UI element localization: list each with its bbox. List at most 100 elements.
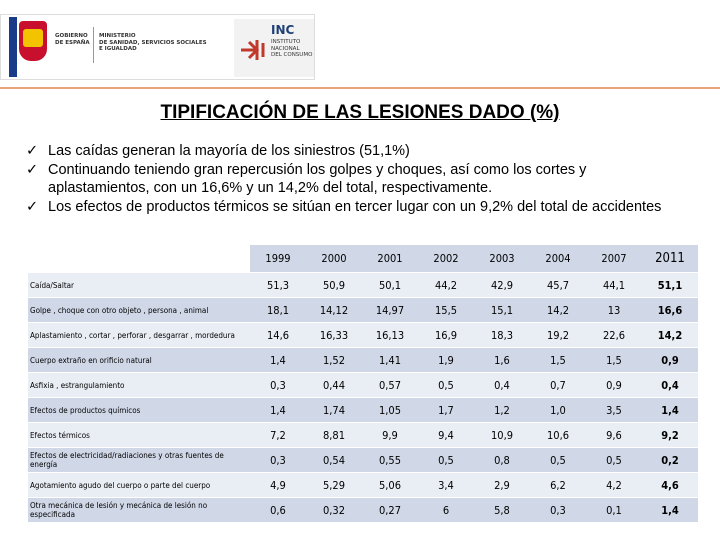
cell: 0,9	[642, 348, 698, 372]
cell: 44,2	[418, 273, 474, 297]
row-label: Efectos de electricidad/radiaciones y ot…	[28, 448, 250, 472]
cell: 44,1	[586, 273, 642, 297]
cell: 50,9	[306, 273, 362, 297]
government-text: GOBIERNO DE ESPAÑA	[55, 33, 90, 46]
cell: 1,4	[642, 398, 698, 422]
bullet: Continuando teniendo gran repercusión lo…	[26, 161, 666, 198]
cell: 3,4	[418, 473, 474, 497]
cell: 14,97	[362, 298, 418, 322]
table-row: Cuerpo extraño en orificio natural 1,4 1,5…	[28, 348, 698, 372]
row-label: Aplastamiento , cortar , perforar , desg…	[28, 323, 250, 347]
cell: 0,57	[362, 373, 418, 397]
cell: 22,6	[586, 323, 642, 347]
cell: 1,6	[474, 348, 530, 372]
cell: 1,5	[586, 348, 642, 372]
bullet: Las caídas generan la mayoría de los sin…	[26, 142, 666, 161]
column-header: 2000	[306, 245, 362, 272]
cell: 1,4	[250, 398, 306, 422]
cell: 4,6	[642, 473, 698, 497]
cell: 0,5	[530, 448, 586, 472]
column-header: 2002	[418, 245, 474, 272]
row-label: Agotamiento agudo del cuerpo o parte del…	[28, 473, 250, 497]
cell: 19,2	[530, 323, 586, 347]
cell: 14,12	[306, 298, 362, 322]
cell: 51,3	[250, 273, 306, 297]
text: DEL CONSUMO	[271, 52, 313, 58]
cell: 15,1	[474, 298, 530, 322]
cell: 0,54	[306, 448, 362, 472]
cell: 0,4	[474, 373, 530, 397]
corner-cell	[28, 245, 250, 272]
table-row: Golpe , choque con otro objeto , persona…	[28, 298, 698, 322]
text: NACIONAL	[271, 45, 300, 52]
inc-label: INC	[271, 23, 295, 37]
bullet-list: Las caídas generan la mayoría de los sin…	[26, 142, 666, 216]
cell: 4,9	[250, 473, 306, 497]
column-header: 2007	[586, 245, 642, 272]
cell: 16,33	[306, 323, 362, 347]
cell: 42,9	[474, 273, 530, 297]
table-row: Aplastamiento , cortar , perforar , desg…	[28, 323, 698, 347]
coat-of-arms-detail	[23, 29, 43, 47]
cell: 5,29	[306, 473, 362, 497]
column-header: 2003	[474, 245, 530, 272]
row-label: Otra mecánica de lesión y mecánica de le…	[28, 498, 250, 522]
cell: 51,1	[642, 273, 698, 297]
divider	[93, 27, 94, 63]
cell: 0,44	[306, 373, 362, 397]
header-row: 1999 2000 2001 2002 2003 2004 2007 2011	[28, 245, 698, 272]
table-row: Efectos térmicos 7,2 8,81 9,9 9,4 10,9 10,6 9,6…	[28, 423, 698, 447]
cell: 0,2	[642, 448, 698, 472]
cell: 0,5	[586, 448, 642, 472]
table-head: 1999 2000 2001 2002 2003 2004 2007 2011	[28, 245, 698, 272]
inc-icon	[241, 40, 265, 60]
text: MINISTERIO	[99, 33, 136, 39]
text: E IGUALDAD	[99, 46, 137, 52]
cell: 1,52	[306, 348, 362, 372]
cell: 0,32	[306, 498, 362, 522]
cell: 1,2	[474, 398, 530, 422]
table-row: Caída/Saltar 51,3 50,9 50,1 44,2 42,9 45,7 44,1…	[28, 273, 698, 297]
bullet: Los efectos de productos térmicos se sit…	[26, 198, 666, 217]
table-row: Efectos de electricidad/radiaciones y ot…	[28, 448, 698, 472]
cell: 1,4	[642, 498, 698, 522]
cell: 1,05	[362, 398, 418, 422]
institute-text: INSTITUTO NACIONAL DEL CONSUMO	[271, 39, 312, 59]
row-label: Golpe , choque con otro objeto , persona…	[28, 298, 250, 322]
cell: 10,9	[474, 423, 530, 447]
cell: 6,2	[530, 473, 586, 497]
cell: 8,81	[306, 423, 362, 447]
text: DE SANIDAD, SERVICIOS SOCIALES	[99, 39, 207, 46]
cell: 0,5	[418, 448, 474, 472]
cell: 18,1	[250, 298, 306, 322]
row-label: Asfixia , estrangulamiento	[28, 373, 250, 397]
cell: 0,7	[530, 373, 586, 397]
cell: 0,3	[250, 448, 306, 472]
cell: 50,1	[362, 273, 418, 297]
header-rule	[0, 87, 720, 89]
column-header: 2011	[642, 245, 698, 272]
table-body: Caída/Saltar 51,3 50,9 50,1 44,2 42,9 45,7 44,1…	[28, 273, 698, 522]
table-row: Asfixia , estrangulamiento 0,3 0,44 0,57 0,5…	[28, 373, 698, 397]
cell: 0,3	[250, 373, 306, 397]
row-label: Efectos térmicos	[28, 423, 250, 447]
cell: 0,5	[418, 373, 474, 397]
cell: 1,7	[418, 398, 474, 422]
text: DE ESPAÑA	[55, 39, 90, 46]
cell: 14,2	[642, 323, 698, 347]
ministry-text: MINISTERIO DE SANIDAD, SERVICIOS SOCIALE…	[99, 33, 207, 53]
cell: 15,5	[418, 298, 474, 322]
cell: 0,55	[362, 448, 418, 472]
cell: 14,2	[530, 298, 586, 322]
cell: 5,8	[474, 498, 530, 522]
text: GOBIERNO	[55, 33, 88, 39]
row-label: Caída/Saltar	[28, 273, 250, 297]
cell: 2,9	[474, 473, 530, 497]
cell: 45,7	[530, 273, 586, 297]
cell: 3,5	[586, 398, 642, 422]
data-table: 1999 2000 2001 2002 2003 2004 2007 2011 Caída/Sa…	[28, 244, 698, 523]
column-header: 2001	[362, 245, 418, 272]
row-label: Cuerpo extraño en orificio natural	[28, 348, 250, 372]
cell: 9,6	[586, 423, 642, 447]
